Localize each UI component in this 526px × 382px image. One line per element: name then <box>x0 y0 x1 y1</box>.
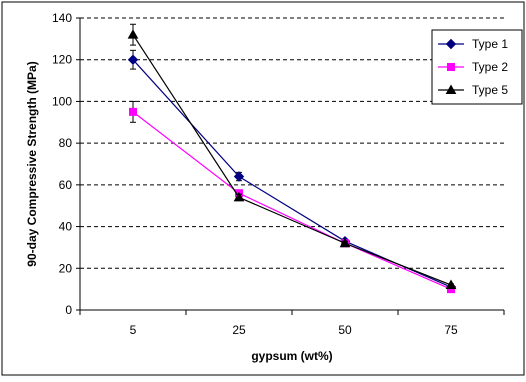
y-tick-label: 80 <box>59 136 73 150</box>
data-point <box>127 54 139 65</box>
x-tick-label: 50 <box>338 323 352 337</box>
legend-item: Type 5 <box>438 83 508 97</box>
y-tick-label: 120 <box>52 53 72 67</box>
x-axis-label: gypsum (wt%) <box>251 349 332 363</box>
y-tick-label: 40 <box>59 220 73 234</box>
data-point <box>127 29 139 39</box>
x-tick-label: 75 <box>444 323 458 337</box>
legend-item: Type 1 <box>438 37 508 51</box>
series-type-5 <box>127 23 457 289</box>
y-axis-label: 90-day Compressive Strength (MPa) <box>25 61 39 266</box>
data-point <box>233 171 245 182</box>
series-line <box>132 111 452 290</box>
x-tick-label: 25 <box>232 323 246 337</box>
y-tick-label: 60 <box>59 178 73 192</box>
legend-marker <box>445 38 457 50</box>
legend: Type 1 Type 2 Type 5 <box>431 29 523 105</box>
data-point <box>233 191 245 202</box>
series-line <box>132 34 452 286</box>
data-point <box>129 107 137 116</box>
y-tick-label: 140 <box>52 11 72 25</box>
y-tick-label: 20 <box>59 261 73 275</box>
series-layer <box>127 23 457 294</box>
data-point <box>339 237 351 248</box>
legend-label: Type 5 <box>472 83 508 97</box>
axes: 0 20 40 60 80 100 120 140 5 25 50 75 <box>52 11 505 337</box>
data-point <box>445 279 457 289</box>
y-tick-label: 0 <box>65 303 72 317</box>
x-tick-label: 5 <box>130 323 137 337</box>
legend-marker <box>445 84 457 94</box>
legend-marker <box>447 63 455 71</box>
legend-label: Type 1 <box>472 37 508 51</box>
y-tick-label: 100 <box>52 94 72 108</box>
legend-label: Type 2 <box>472 60 508 74</box>
legend-item: Type 2 <box>438 60 508 74</box>
